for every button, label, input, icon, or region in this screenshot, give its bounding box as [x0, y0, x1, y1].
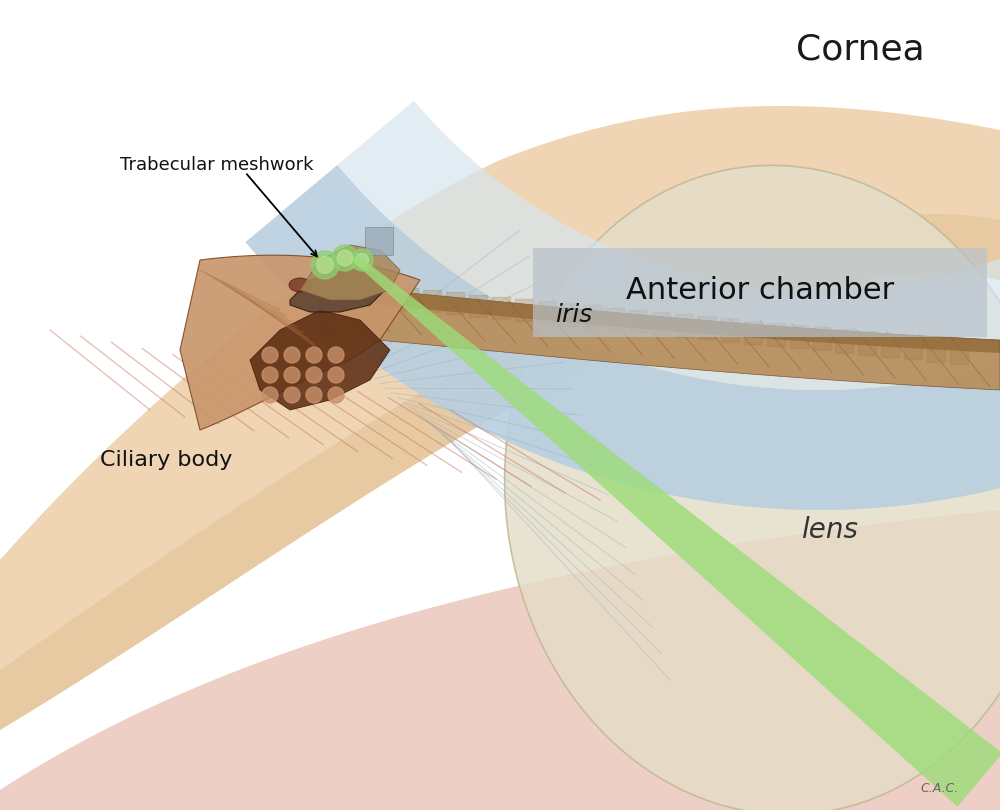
Circle shape	[317, 257, 333, 274]
Polygon shape	[180, 255, 420, 430]
Polygon shape	[337, 100, 1000, 390]
Circle shape	[328, 367, 344, 383]
FancyBboxPatch shape	[365, 227, 393, 255]
Text: Cornea: Cornea	[796, 33, 924, 67]
Polygon shape	[0, 214, 1000, 730]
Circle shape	[332, 245, 358, 271]
Circle shape	[262, 367, 278, 383]
Circle shape	[284, 387, 300, 403]
Text: Trabecular meshwork: Trabecular meshwork	[120, 156, 314, 174]
Polygon shape	[0, 510, 1000, 810]
Circle shape	[306, 387, 322, 403]
Circle shape	[284, 347, 300, 363]
Circle shape	[355, 254, 369, 266]
FancyBboxPatch shape	[533, 248, 987, 337]
Circle shape	[328, 387, 344, 403]
Ellipse shape	[289, 278, 311, 292]
Text: iris: iris	[555, 303, 592, 327]
Polygon shape	[352, 255, 1000, 807]
Polygon shape	[250, 310, 390, 410]
Polygon shape	[0, 106, 1000, 730]
Circle shape	[351, 249, 373, 271]
Polygon shape	[290, 268, 385, 312]
Circle shape	[311, 251, 339, 279]
Text: Anterior chamber: Anterior chamber	[626, 276, 894, 305]
Text: C.A.C.: C.A.C.	[921, 782, 959, 795]
Circle shape	[337, 250, 353, 266]
Text: lens: lens	[802, 516, 859, 544]
Polygon shape	[245, 165, 1000, 510]
Circle shape	[306, 347, 322, 363]
Circle shape	[284, 367, 300, 383]
Polygon shape	[300, 245, 400, 300]
Polygon shape	[320, 285, 1000, 353]
Circle shape	[306, 367, 322, 383]
Circle shape	[262, 387, 278, 403]
Polygon shape	[320, 285, 1000, 390]
Ellipse shape	[505, 165, 1000, 810]
Circle shape	[262, 347, 278, 363]
Circle shape	[328, 347, 344, 363]
Text: Ciliary body: Ciliary body	[100, 450, 232, 470]
